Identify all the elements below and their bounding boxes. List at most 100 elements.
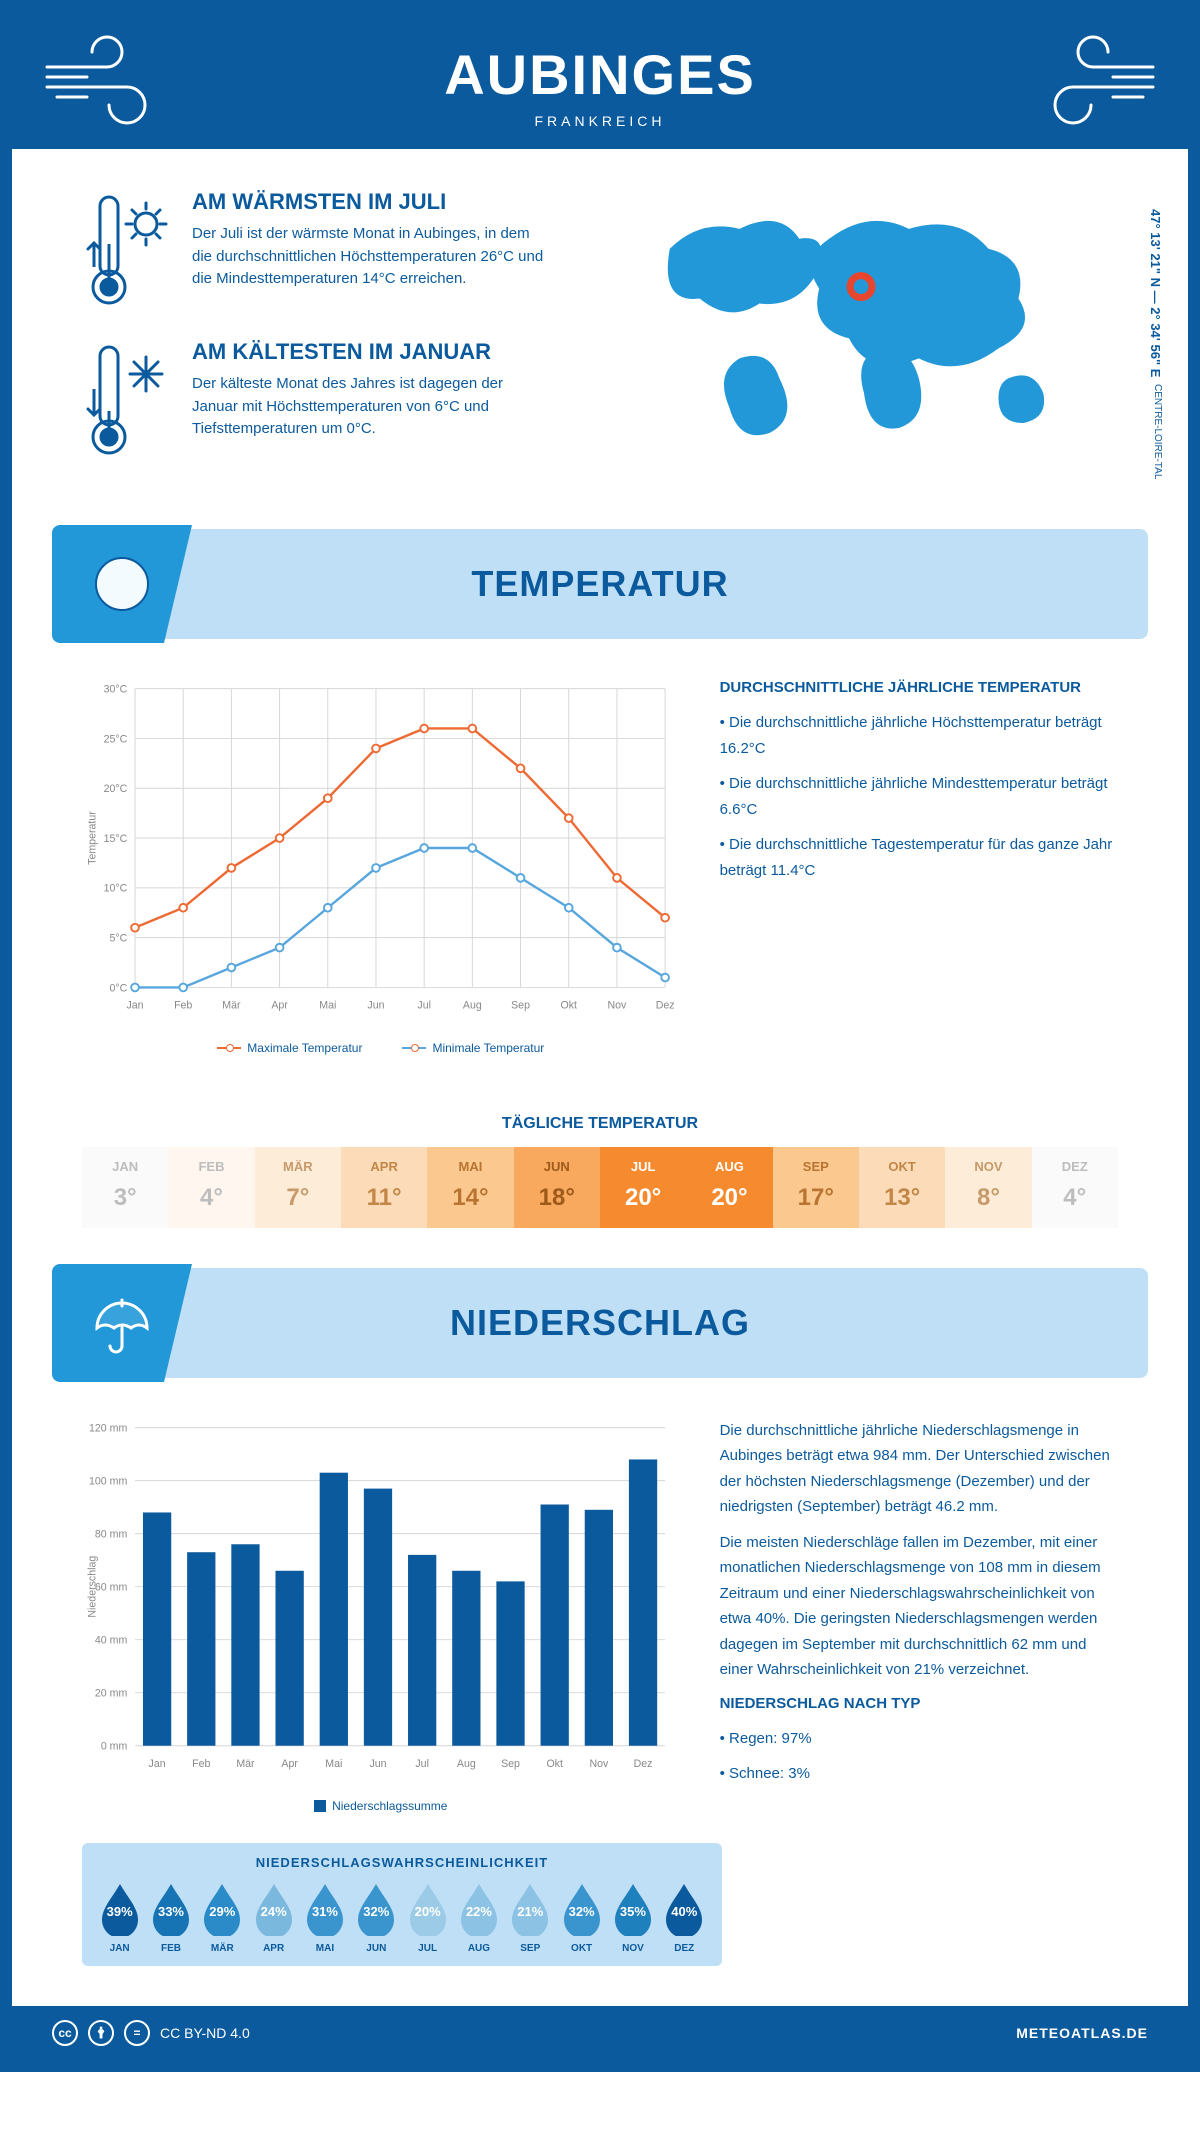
legend-label: Niederschlagssumme [332,1799,447,1813]
svg-text:Mai: Mai [319,1000,336,1012]
precip-summary: Die durchschnittliche jährliche Niedersc… [720,1418,1118,1813]
fact-text: Der Juli ist der wärmste Monat in Aubing… [192,223,552,291]
svg-text:15°C: 15°C [104,833,128,845]
summary-heading: DURCHSCHNITTLICHE JÄHRLICHE TEMPERATUR [720,679,1118,696]
temperature-summary: DURCHSCHNITTLICHE JÄHRLICHE TEMPERATUR •… [720,679,1118,1055]
svg-text:Jul: Jul [417,1000,431,1012]
summary-bullet: • Die durchschnittliche Tagestemperatur … [720,832,1118,883]
daily-temp-cell: NOV8° [945,1147,1031,1228]
probability-drop: 31%MAI [303,1880,347,1954]
daily-temp-cell: AUG20° [686,1147,772,1228]
precip-bar-chart: 0 mm20 mm40 mm60 mm80 mm100 mm120 mmJanF… [82,1418,680,1784]
intro-section: AM WÄRMSTEN IM JULI Der Juli ist der wär… [12,149,1188,529]
daily-temp-cell: JUL20° [600,1147,686,1228]
svg-text:0 mm: 0 mm [101,1741,128,1753]
svg-text:Jun: Jun [367,1000,384,1012]
svg-text:Apr: Apr [281,1758,298,1770]
svg-text:Jan: Jan [149,1758,166,1770]
daily-temp-cell: MAI14° [427,1147,513,1228]
svg-text:Sep: Sep [511,1000,530,1012]
svg-text:Aug: Aug [457,1758,476,1770]
svg-text:Aug: Aug [463,1000,482,1012]
svg-text:Nov: Nov [589,1758,609,1770]
region-label: CENTRE-LOIRE-TAL [1152,384,1163,479]
daily-temp-cell: JUN18° [514,1147,600,1228]
fact-warmest: AM WÄRMSTEN IM JULI Der Juli ist der wär… [82,189,580,309]
precip-probability-box: NIEDERSCHLAGSWAHRSCHEINLICHKEIT 39%JAN33… [82,1843,722,1966]
svg-text:5°C: 5°C [110,932,128,944]
svg-text:100 mm: 100 mm [89,1475,127,1487]
daily-temp-cell: SEP17° [773,1147,859,1228]
svg-text:Dez: Dez [656,1000,675,1012]
svg-text:Mai: Mai [325,1758,342,1770]
sun-icon [52,525,192,643]
daily-temp-cell: APR11° [341,1147,427,1228]
daily-temp-cell: MÄR7° [255,1147,341,1228]
license-text: CC BY-ND 4.0 [160,2025,250,2041]
fact-title: AM KÄLTESTEN IM JANUAR [192,339,552,365]
world-map: 47° 13' 21" N — 2° 34' 56" E CENTRE-LOIR… [620,189,1118,489]
probability-drop: 33%FEB [149,1880,193,1954]
precip-type-heading: NIEDERSCHLAG NACH TYP [720,1695,1118,1712]
wind-icon [42,32,182,132]
coordinates: 47° 13' 21" N — 2° 34' 56" E [1148,209,1163,377]
by-icon: 🛉 [88,2020,114,2046]
infographic-frame: AUBINGES FRANKREICH AM WÄRMSTEN IM JULI [0,0,1200,2072]
daily-temp-title: TÄGLICHE TEMPERATUR [12,1115,1188,1133]
svg-text:120 mm: 120 mm [89,1422,127,1434]
svg-text:80 mm: 80 mm [95,1529,128,1541]
svg-text:10°C: 10°C [104,883,128,895]
probability-drop: 39%JAN [98,1880,142,1954]
header: AUBINGES FRANKREICH [12,12,1188,149]
precip-paragraph: Die meisten Niederschläge fallen im Deze… [720,1530,1118,1683]
svg-text:20°C: 20°C [104,783,128,795]
fact-coldest: AM KÄLTESTEN IM JANUAR Der kälteste Mona… [82,339,580,459]
daily-temp-cell: JAN3° [82,1147,168,1228]
svg-text:Apr: Apr [271,1000,288,1012]
section-title: TEMPERATUR [471,563,728,605]
daily-temp-strip: JAN3°FEB4°MÄR7°APR11°MAI14°JUN18°JUL20°A… [82,1147,1118,1228]
svg-text:Mär: Mär [222,1000,241,1012]
chart-legend: Niederschlagssumme [82,1799,680,1813]
svg-text:Niederschlag: Niederschlag [86,1556,98,1618]
wind-icon [1018,32,1158,132]
daily-temp-cell: FEB4° [168,1147,254,1228]
svg-text:20 mm: 20 mm [95,1688,128,1700]
license: cc 🛉 = CC BY-ND 4.0 [52,2020,250,2046]
svg-text:0°C: 0°C [110,982,128,994]
section-banner-precip: NIEDERSCHLAG [52,1268,1148,1378]
svg-text:Feb: Feb [174,1000,192,1012]
svg-text:Feb: Feb [192,1758,210,1770]
svg-text:Temperatur: Temperatur [86,811,98,865]
probability-drop: 29%MÄR [200,1880,244,1954]
svg-text:Dez: Dez [634,1758,653,1770]
location-subtitle: FRANKREICH [12,113,1188,129]
fact-title: AM WÄRMSTEN IM JULI [192,189,552,215]
svg-text:Mär: Mär [236,1758,255,1770]
summary-bullet: • Die durchschnittliche jährliche Höchst… [720,710,1118,761]
svg-text:Okt: Okt [561,1000,578,1012]
section-title: NIEDERSCHLAG [450,1302,750,1344]
svg-text:Jan: Jan [126,1000,143,1012]
svg-text:30°C: 30°C [104,683,128,695]
temperature-section: 0°C 5°C 10°C 15°C 20°C 25°C 30°C Jan Feb Mär Apr Ma… [12,639,1188,1095]
legend-label: Minimale Temperatur [432,1041,544,1055]
svg-text:25°C: 25°C [104,733,128,745]
probability-drop: 20%JUL [406,1880,450,1954]
fact-text: Der kälteste Monat des Jahres ist dagege… [192,373,552,441]
legend-label: Maximale Temperatur [247,1041,362,1055]
svg-text:Jul: Jul [415,1758,429,1770]
svg-text:Nov: Nov [608,1000,628,1012]
thermometer-snow-icon [82,339,172,459]
probability-drop: 35%NOV [611,1880,655,1954]
precip-type-bullet: • Regen: 97% [720,1726,1118,1752]
probability-drop: 21%SEP [508,1880,552,1954]
svg-text:Sep: Sep [501,1758,520,1770]
probability-drop: 32%OKT [560,1880,604,1954]
precip-paragraph: Die durchschnittliche jährliche Niedersc… [720,1418,1118,1520]
prob-title: NIEDERSCHLAGSWAHRSCHEINLICHKEIT [94,1855,710,1870]
svg-text:Okt: Okt [546,1758,563,1770]
cc-icon: cc [52,2020,78,2046]
daily-temp-cell: OKT13° [859,1147,945,1228]
summary-bullet: • Die durchschnittliche jährliche Mindes… [720,771,1118,822]
